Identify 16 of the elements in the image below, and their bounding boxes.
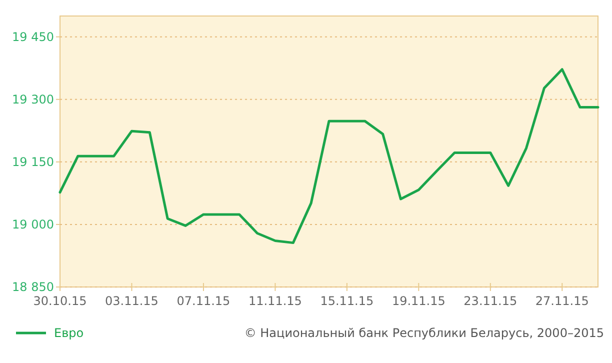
x-tick-label: 11.11.15 (248, 294, 302, 308)
x-tick-label: 19.11.15 (392, 294, 446, 308)
line-series (58, 68, 600, 244)
x-tick-label: 30.10.15 (33, 294, 87, 308)
x-tick-label: 23.11.15 (464, 294, 518, 308)
y-tick-label: 19 300 (12, 92, 54, 106)
x-tick-label: 15.11.15 (320, 294, 374, 308)
y-tick-label: 19 000 (12, 217, 54, 232)
x-tick-label: 27.11.15 (535, 294, 589, 308)
x-tick-label: 03.11.15 (105, 294, 158, 308)
y-tick-label: 19 450 (12, 30, 54, 44)
legend-label: Евро (54, 326, 84, 340)
text: © Национальный банк Республики Беларусь, 2000–2015 (244, 326, 604, 340)
x-tick-label: 07.11.15 (176, 294, 230, 308)
y-tick-label: 18 850 (12, 280, 54, 294)
y-tick-label: 19 150 (12, 154, 54, 169)
